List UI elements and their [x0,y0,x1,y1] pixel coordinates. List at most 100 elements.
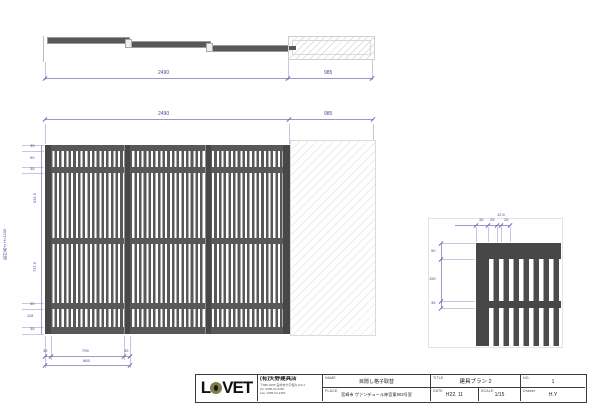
plan-bar-stub [289,46,296,50]
fence-right-stile [283,145,290,334]
extension-line [488,227,489,242]
logo-letter-l: L [200,378,211,397]
detail-left-stile [476,243,489,346]
plan-joint [206,43,213,52]
fence-middle-rail [45,238,289,244]
extension-line [497,227,498,242]
extension-line [372,60,373,80]
no-value: 1 [551,379,555,385]
extension-line [22,309,44,310]
date-label: DATE [433,389,443,393]
extension-line [288,60,289,80]
extension-line [442,259,475,260]
fence-post [124,145,130,334]
extension-line [289,124,290,144]
detail-top-dim: 35 [479,217,484,222]
title-block-divider [257,374,258,401]
detail-left-dim: 150 [429,276,436,281]
title-block-frame [195,374,587,403]
extension-line [22,303,44,304]
plan-panel-bar [47,37,130,44]
elevation-dim-wall: 985 [324,111,333,117]
fence-slat-field-lower [45,244,289,303]
dimension-line [45,119,373,120]
company-fax: Fax. 0985-54-2356 [260,391,286,395]
fence-top-rail [45,145,289,151]
extension-line [442,308,475,309]
fence-upper-rail [45,167,289,173]
elev-left-dim: 531.5 [32,193,37,204]
plan-panel-bar [209,45,291,52]
extension-line [124,336,125,360]
elev-left-dim: 35 [30,301,35,306]
dimension-line [45,365,130,366]
extension-line [510,227,511,242]
elevation-existing-wall [290,140,376,336]
extension-line [22,327,44,328]
place-label: PLACE [325,389,338,393]
extension-line [501,227,502,242]
fence-lower-rail [45,303,289,309]
dimension-line [41,145,42,334]
extension-line [45,124,46,144]
title-block-divider [478,387,479,401]
fence-slat-band-top [45,151,289,167]
extension-line [373,124,374,144]
lovet-o-dot [214,385,219,391]
detail-left-dim: 90 [431,248,436,253]
scale-label: SCALE [481,389,494,393]
lovet-o-icon [210,382,223,394]
company-tel: Tel. 0985-54-2355 [260,387,285,391]
extension-line [476,227,477,242]
extension-line [442,243,475,244]
extension-line [22,151,44,152]
plan-panel-bar [128,41,211,48]
fence-slat-field-upper [45,173,289,238]
plan-dim-main: 2490 [158,70,170,76]
title-label: TITLE [433,376,444,380]
extension-line [45,62,46,80]
extension-line [22,334,44,335]
elev-left-dim: 35 [30,143,35,148]
dimension-line [441,243,442,308]
title-block-row-divider [322,387,585,388]
detail-top-dim: 25 [504,217,509,222]
company-name: (有)矢野建具店 [260,376,297,382]
place-value: 宮崎市 ヴァンデュール神宮東903号室 [341,392,412,397]
elev-left-dim: 90 [30,155,35,160]
detail-box [428,218,563,348]
detail-top-dim: 12.5 [497,212,505,217]
extension-line [45,336,46,368]
elev-bottom-dim: 795 [82,348,89,353]
dimension-tick [370,117,376,122]
elev-left-dim: 35 [30,326,35,331]
extension-line [22,167,44,168]
extension-line [22,145,44,146]
extension-line [51,336,52,360]
date-value: H22. 11 [445,392,464,398]
name-value: 目隠し格子取替 [358,379,394,385]
drawer-label: Drawer [523,389,536,393]
extension-line [442,301,475,302]
elevation-dim-main: 2490 [158,111,170,117]
fence-post [205,145,211,334]
fence-bottom-rail [45,327,289,334]
dimension-line [45,356,130,357]
detail-left-dim: 35 [431,300,436,305]
scale-value: 1/15 [494,392,505,398]
company-address: 〒880-0056 宮崎市大字恒久123-1 [260,383,306,387]
no-label: NO. [523,376,530,380]
drawer-value: H.Y [548,392,558,398]
lovet-logo: L VET [200,378,253,397]
logo-cell: L VET [196,375,257,400]
plan-existing-wall-inner [292,40,371,55]
fence-slat-band-bottom [45,309,289,327]
detail-top-rail [476,243,561,259]
plan-joint [125,39,132,48]
elev-left-dim: 118 [27,313,34,318]
elev-left-dim: 35 [30,166,35,171]
elevation-height-label: 取付高さ H=1200 [2,228,7,260]
elev-bottom-dim: 35 [124,348,129,353]
dimension-tick [369,76,375,81]
